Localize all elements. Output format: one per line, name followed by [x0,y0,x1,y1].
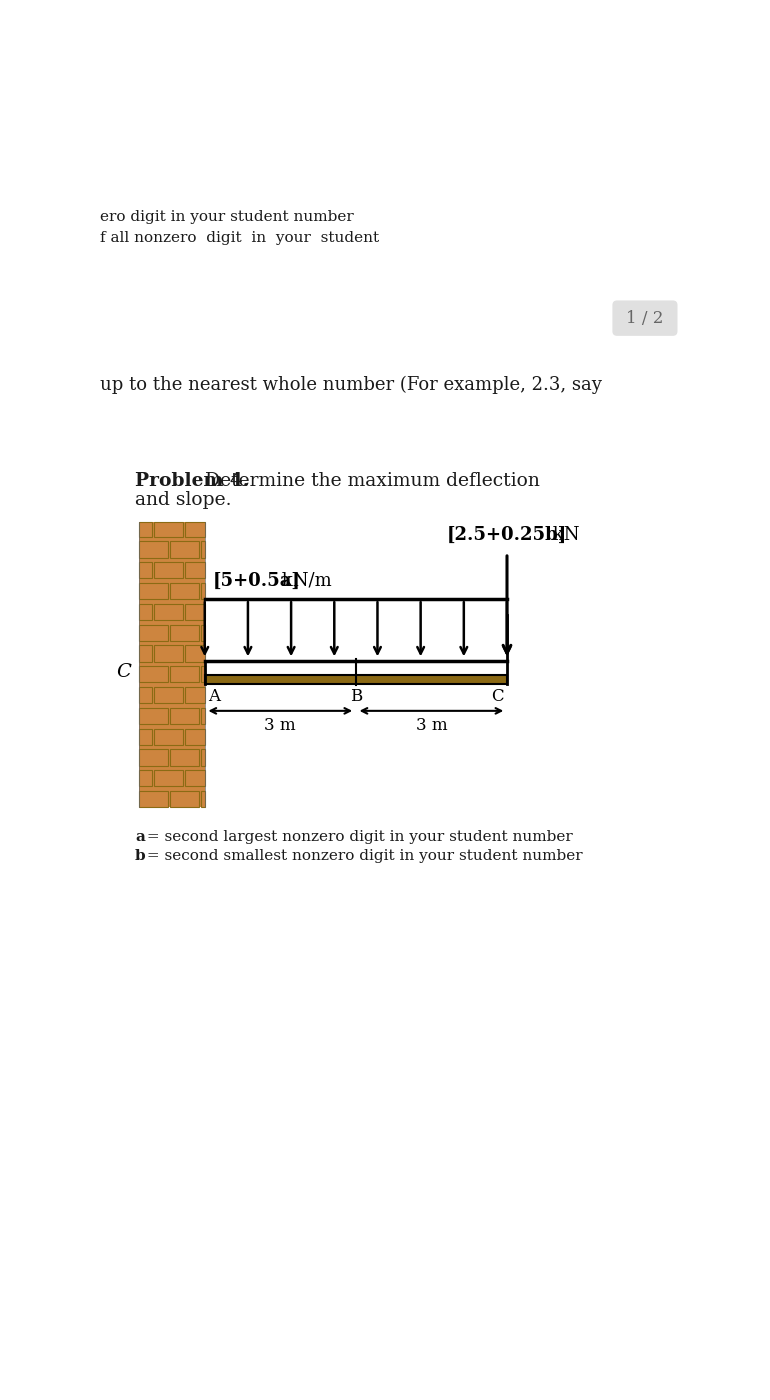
Bar [139,582,168,599]
Text: A: A [208,687,220,704]
Bar [139,542,168,557]
Text: = second smallest nonzero digit in your student number: = second smallest nonzero digit in your … [142,848,583,862]
Text: f all nonzero  digit  in  your  student: f all nonzero digit in your student [100,231,380,245]
Bar [170,624,199,641]
Bar [170,708,199,724]
Text: kN: kN [547,526,579,543]
Bar [139,666,168,682]
Bar [139,770,152,787]
Bar [201,791,205,806]
Bar [186,687,205,703]
Bar [201,666,205,682]
Bar [170,749,199,766]
Bar [139,728,152,745]
Text: = second largest nonzero digit in your student number: = second largest nonzero digit in your s… [142,830,573,844]
Bar [139,791,168,806]
Text: Determine the maximum deflection: Determine the maximum deflection [199,472,541,490]
FancyBboxPatch shape [612,301,678,336]
Text: C: C [116,664,131,682]
Text: B: B [350,687,362,704]
Bar [154,603,183,620]
Text: and slope.: and slope. [135,491,232,510]
Bar [154,728,183,745]
Bar [201,708,205,724]
Bar [186,645,205,662]
Text: up to the nearest whole number (For example, 2.3, say: up to the nearest whole number (For exam… [100,377,602,395]
Bar [170,666,199,682]
Bar [170,542,199,557]
Text: [2.5+0.25b]: [2.5+0.25b] [447,526,567,543]
Bar [154,522,183,536]
Bar [139,645,152,662]
Bar [186,770,205,787]
Bar [201,542,205,557]
Text: 3 m: 3 m [265,717,296,734]
Bar [154,687,183,703]
Bar [139,563,152,578]
Bar [139,749,168,766]
Bar [201,624,205,641]
Bar [186,522,205,536]
Bar [154,770,183,787]
Bar [186,603,205,620]
Text: 3 m: 3 m [416,717,447,734]
Bar [205,675,507,683]
Bar [186,728,205,745]
Bar [154,563,183,578]
Bar [139,624,168,641]
Bar [139,522,205,806]
Text: b: b [135,848,146,862]
Bar [154,645,183,662]
Bar [201,749,205,766]
Bar [201,582,205,599]
Text: Problem 4.: Problem 4. [135,472,249,490]
Bar [170,582,199,599]
Bar [139,687,152,703]
Bar [170,791,199,806]
Text: 1 / 2: 1 / 2 [626,309,664,326]
Text: ero digit in your student number: ero digit in your student number [100,210,354,224]
Text: a: a [135,830,145,844]
Text: C: C [491,687,504,704]
Bar [139,603,152,620]
Text: [5+0.5a]: [5+0.5a] [213,573,300,589]
Bar [139,522,152,536]
Text: kN/m: kN/m [276,573,332,589]
Bar [139,708,168,724]
Bar [186,563,205,578]
